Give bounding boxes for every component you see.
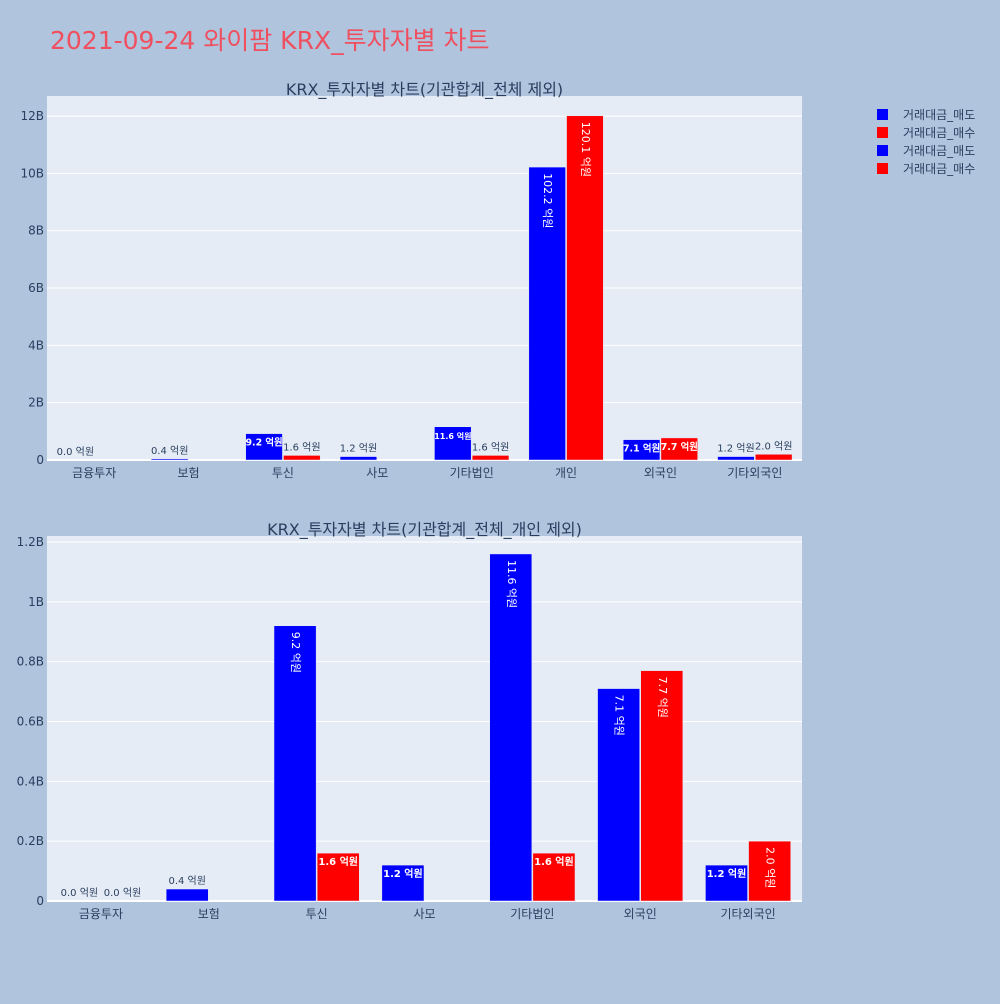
bar <box>316 852 360 902</box>
bar <box>151 458 189 461</box>
y-tick-label: 0.4B <box>17 774 44 788</box>
chart-bottom: 0 0.2B 0.4B 0.6B 0.8B 1B 1.2B KRX_투자자별 차트(기관합계_… <box>17 520 802 921</box>
data-label: 102.2 억원 <box>541 173 554 228</box>
chart-top: 0 2B 4B 6B 8B 10B 12B KRX_투자자별 차트(기관합계_전체 제외) 금융… <box>20 80 802 480</box>
x-tick-label: 기타법인 <box>510 907 554 921</box>
data-label: 1.6 억원 <box>318 855 358 868</box>
legend-label[interactable]: 거래대금_매수 <box>903 162 975 176</box>
data-label: 7.7 억원 <box>661 441 698 453</box>
plot-area <box>47 96 802 460</box>
data-label: 1.6 억원 <box>283 441 320 453</box>
x-tick-label: 개인 <box>555 466 577 480</box>
y-tick-label: 0 <box>36 894 44 908</box>
bar <box>471 455 510 461</box>
y-tick-label: 2B <box>28 396 44 410</box>
data-label: 0.0 억원 <box>57 446 94 458</box>
legend-swatch[interactable] <box>877 109 888 120</box>
bar <box>660 437 698 461</box>
x-tick-label: 보험 <box>198 907 220 921</box>
data-label: 1.2 억원 <box>340 443 377 455</box>
bar <box>717 456 755 461</box>
data-label: 0.4 억원 <box>168 875 205 887</box>
data-label: 120.1 억원 <box>579 122 592 177</box>
x-tick-label: 기타외국인 <box>720 907 775 921</box>
x-tick-label: 기타법인 <box>450 466 494 480</box>
bar <box>245 433 283 461</box>
data-label: 11.6 억원 <box>434 431 471 441</box>
y-tick-label: 0.6B <box>17 714 44 728</box>
legend-swatch[interactable] <box>877 127 888 138</box>
x-tick-label: 기타외국인 <box>727 466 782 480</box>
chart-title: KRX_투자자별 차트(기관합계_전체_개인 제외) <box>267 520 582 540</box>
data-label: 7.7 억원 <box>656 677 669 718</box>
x-tick-label: 투신 <box>306 907 328 921</box>
page-title: 2021-09-24 와이팜 KRX_투자자별 차트 <box>50 26 490 55</box>
data-label: 9.2 억원 <box>289 632 302 673</box>
x-tick-label: 투신 <box>272 466 294 480</box>
data-label: 0.4 억원 <box>151 445 188 457</box>
bar <box>381 864 425 902</box>
x-tick-label: 사모 <box>413 907 435 921</box>
bar <box>434 426 472 461</box>
data-label: 1.2 억원 <box>707 867 747 880</box>
bar <box>165 888 209 902</box>
bar <box>532 852 576 902</box>
y-tick-label: 0.2B <box>17 834 44 848</box>
bar <box>283 455 321 461</box>
data-label: 9.2 억원 <box>246 437 283 449</box>
bar <box>597 688 640 902</box>
y-tick-label: 0 <box>36 453 44 467</box>
legend-swatch[interactable] <box>877 145 888 156</box>
data-label: 0.0 억원 <box>61 887 98 899</box>
x-tick-label: 외국인 <box>644 466 677 480</box>
data-label: 1.6 억원 <box>472 441 509 453</box>
plot-area <box>47 536 802 901</box>
y-tick-label: 10B <box>20 166 44 180</box>
data-label: 11.6 억원 <box>505 560 518 608</box>
y-tick-label: 6B <box>28 281 44 295</box>
bar <box>640 670 684 902</box>
bar <box>755 454 793 461</box>
y-tick-label: 0.8B <box>17 655 44 669</box>
y-tick-label: 1B <box>28 595 44 609</box>
data-label: 1.2 억원 <box>383 867 423 880</box>
bar <box>528 166 566 461</box>
data-label: 7.1 억원 <box>623 443 660 455</box>
data-label: 1.6 억원 <box>534 855 574 868</box>
x-tick-label: 사모 <box>366 466 388 480</box>
legend-label[interactable]: 거래대금_매도 <box>903 144 975 158</box>
x-tick-label: 외국인 <box>624 907 657 921</box>
bar <box>273 625 317 902</box>
bar <box>489 553 533 902</box>
y-tick-label: 12B <box>20 109 44 123</box>
bar <box>566 115 604 461</box>
legend-swatch[interactable] <box>877 163 888 174</box>
legend-label[interactable]: 거래대금_매도 <box>903 108 975 122</box>
x-tick-label: 금융투자 <box>72 466 116 480</box>
legend-label[interactable]: 거래대금_매수 <box>903 126 975 140</box>
x-tick-label: 금융투자 <box>79 907 123 921</box>
y-tick-label: 8B <box>28 224 44 238</box>
chart-title: KRX_투자자별 차트(기관합계_전체 제외) <box>286 80 563 100</box>
bar <box>748 840 791 902</box>
bar <box>339 456 378 461</box>
data-label: 0.0 억원 <box>104 887 141 899</box>
bar <box>705 864 748 902</box>
data-label: 2.0 억원 <box>764 847 777 888</box>
data-label: 2.0 억원 <box>755 440 792 452</box>
y-tick-label: 4B <box>28 338 44 352</box>
data-label: 7.1 억원 <box>613 695 626 736</box>
bar <box>622 439 661 461</box>
x-tick-label: 보험 <box>178 466 200 480</box>
y-tick-label: 1.2B <box>17 535 44 549</box>
data-label: 1.2 억원 <box>717 443 754 455</box>
